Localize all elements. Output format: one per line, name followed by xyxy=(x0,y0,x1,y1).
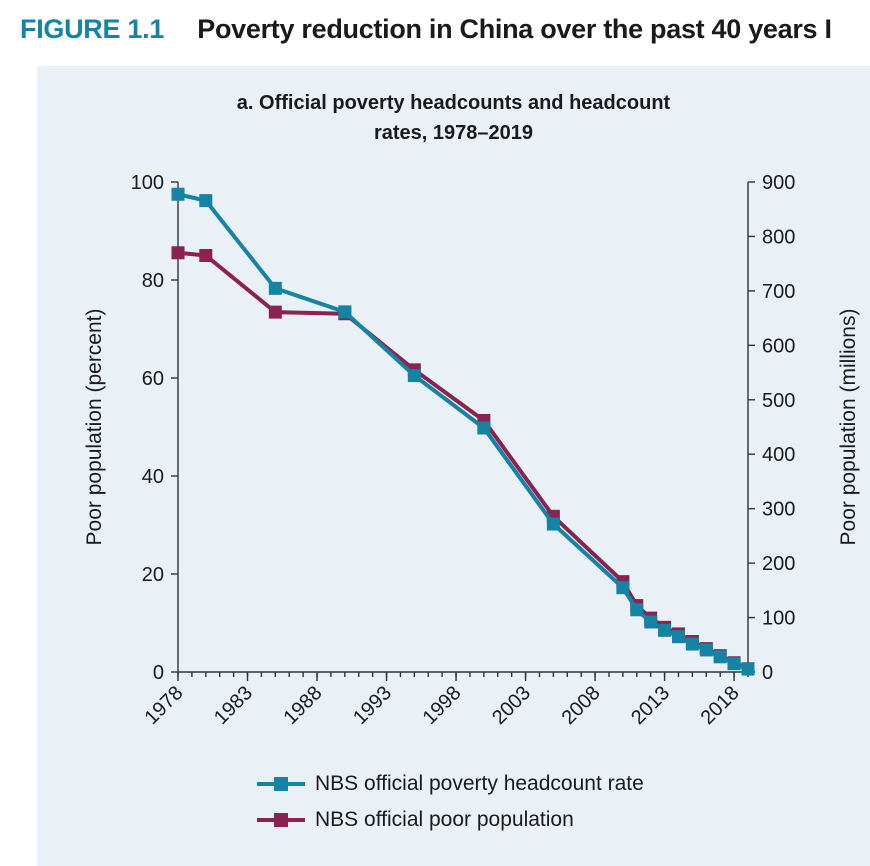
series-line-rate xyxy=(177,192,749,671)
rate-point xyxy=(546,517,560,531)
rate-point xyxy=(658,623,672,637)
rate-point xyxy=(713,650,727,664)
chart-title: a. Official poverty headcounts and headc… xyxy=(37,88,870,148)
rate-point xyxy=(268,281,282,295)
legend-swatch-rate xyxy=(257,774,305,794)
x-tick-label: 1998 xyxy=(419,682,466,729)
rate-point xyxy=(199,194,213,208)
legend-marker-rate xyxy=(274,777,288,791)
left-y-tick-label: 80 xyxy=(142,270,164,292)
right-y-tick-label: 400 xyxy=(762,444,795,466)
legend-marker-population xyxy=(274,813,288,827)
legend-item-population: NBS official poor population xyxy=(257,802,644,838)
right-y-axis-title: Poor population (millions) xyxy=(837,309,860,546)
legend-item-rate: NBS official poverty headcount rate xyxy=(257,766,644,802)
legend: NBS official poverty headcount rate NBS … xyxy=(257,766,644,838)
population-point xyxy=(199,249,213,262)
right-y-tick-label: 800 xyxy=(762,226,795,248)
left-y-tick-label: 40 xyxy=(142,466,164,488)
left-y-axis-title: Poor population (percent) xyxy=(83,309,106,546)
left-y-tick-label: 100 xyxy=(131,172,164,194)
rate-point xyxy=(727,657,741,671)
rate-point xyxy=(671,630,685,644)
rate-point xyxy=(407,369,421,383)
legend-label-population: NBS official poor population xyxy=(315,808,574,831)
series-line-population xyxy=(177,250,749,671)
x-tick-label: 1988 xyxy=(280,682,327,729)
chart-title-line-1: a. Official poverty headcounts and headc… xyxy=(236,92,671,114)
x-tick-label: 2018 xyxy=(697,682,744,729)
right-y-tick-label: 900 xyxy=(762,172,795,194)
rate-point xyxy=(171,187,185,201)
legend-swatch-population xyxy=(257,810,305,830)
chart-panel: a. Official poverty headcounts and headc… xyxy=(37,66,870,866)
figure-label: FIGURE 1.1 xyxy=(20,14,165,44)
population-point xyxy=(171,246,185,260)
rate-point xyxy=(644,615,658,629)
x-tick-label: 1978 xyxy=(141,682,188,729)
rate-point xyxy=(685,637,699,651)
rate-point xyxy=(630,603,644,617)
figure-title: Poverty reduction in China over the past… xyxy=(197,14,832,44)
left-y-tick-label: 20 xyxy=(142,564,164,586)
right-y-tick-label: 0 xyxy=(762,662,773,684)
x-tick-label: 2013 xyxy=(627,682,674,729)
left-y-tick-label: 60 xyxy=(142,368,164,390)
x-tick-label: 1983 xyxy=(210,682,257,729)
x-tick-label: 2008 xyxy=(558,682,605,729)
legend-label-rate: NBS official poverty headcount rate xyxy=(315,772,644,795)
left-y-tick-label: 0 xyxy=(153,662,164,684)
right-y-tick-label: 200 xyxy=(762,553,795,575)
right-y-tick-label: 500 xyxy=(762,390,795,412)
right-y-tick-label: 700 xyxy=(762,281,795,303)
rate-point xyxy=(616,581,630,595)
x-tick-label: 2003 xyxy=(488,682,535,729)
chart-title-line-2: rates, 1978–2019 xyxy=(373,122,534,144)
rate-point xyxy=(477,421,491,435)
rate-point xyxy=(741,662,755,676)
right-y-tick-label: 100 xyxy=(762,608,795,630)
population-point xyxy=(268,305,282,319)
line-chart: 0 20 40 60 80 100 0 100 200 300 400 500 600 700 800 900… xyxy=(83,172,860,729)
x-tick-label: 1993 xyxy=(349,682,396,729)
rate-point xyxy=(699,643,713,657)
right-y-tick-label: 600 xyxy=(762,335,795,357)
rate-point xyxy=(338,305,352,319)
right-y-tick-label: 300 xyxy=(762,499,795,521)
figure-header: FIGURE 1.1 Poverty reduction in China ov… xyxy=(20,14,832,54)
